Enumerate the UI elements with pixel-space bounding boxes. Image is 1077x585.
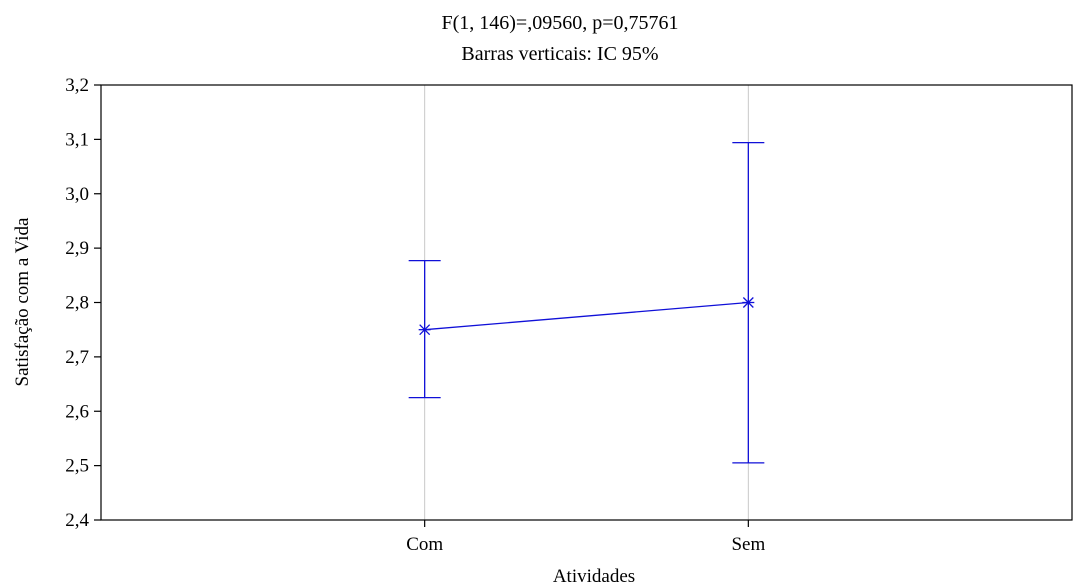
y-tick-label: 2,4 — [65, 510, 89, 531]
x-tick-label: Com — [406, 534, 443, 555]
data-point-marker — [742, 297, 755, 308]
y-tick-label: 3,0 — [65, 184, 89, 205]
tick-labels: 2,4 2,5 2,6 2,7 2,8 2,9 3,0 3,1 3,2 Com Sem — [65, 75, 765, 555]
y-axis-label: Satisfação com a Vida — [12, 217, 33, 386]
chart-subtitle-line-1: F(1, 146)=,09560, p=0,75761 — [441, 12, 678, 34]
y-tick-label: 3,1 — [65, 129, 89, 150]
y-tick-label: 2,7 — [65, 347, 89, 368]
y-tick-label: 2,5 — [65, 456, 89, 477]
grid-lines — [424, 85, 749, 520]
data-point-marker — [418, 324, 431, 336]
y-tick-label: 3,2 — [65, 75, 89, 96]
x-tick-label: Sem — [731, 534, 765, 555]
y-tick-label: 2,6 — [65, 401, 89, 422]
y-tick-label: 2,9 — [65, 238, 89, 259]
chart-subtitle-line-2: Barras verticais: IC 95% — [461, 43, 658, 65]
y-tick-label: 2,8 — [65, 293, 89, 314]
axes — [94, 84, 1073, 527]
series-line — [424, 301, 749, 331]
x-axis-label: Atividades — [553, 566, 635, 585]
series-plot — [408, 141, 765, 464]
plot-frame — [100, 84, 1073, 521]
